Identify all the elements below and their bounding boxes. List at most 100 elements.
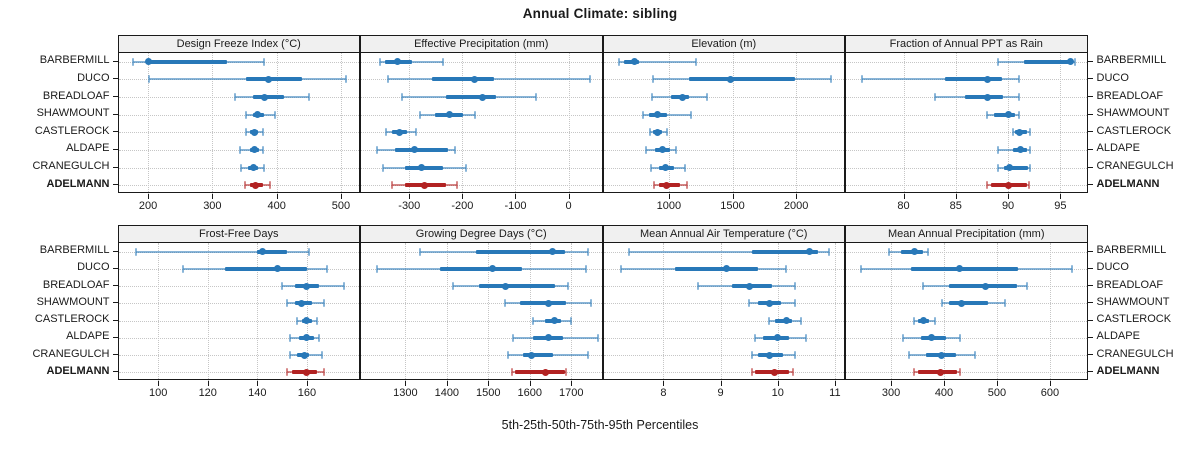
median-dot (911, 248, 919, 256)
x-axis-tick-label: 1500 (720, 200, 745, 212)
percentile-cap (959, 368, 962, 377)
percentile-cap (590, 299, 593, 308)
horizontal-gridline (118, 167, 359, 169)
site-axis-tick-left (112, 319, 118, 321)
percentile-cap (147, 75, 150, 84)
x-axis-tick (955, 194, 957, 199)
horizontal-gridline (603, 167, 844, 169)
site-axis-tick-right (1087, 113, 1093, 115)
vertical-gridline (903, 53, 905, 194)
percentile-box-25-75 (440, 266, 523, 271)
site-axis-tick-right (1087, 60, 1093, 62)
x-axis-tick-label: 85 (949, 200, 962, 212)
x-axis-tick-label: 1700 (558, 387, 584, 399)
percentile-cap (653, 181, 656, 190)
site-label-left: CASTLEROCK (34, 313, 110, 326)
site-label-right: BARBERMILL (1096, 244, 1167, 257)
median-dot (956, 265, 964, 273)
percentile-cap (666, 128, 669, 137)
percentile-cap (296, 316, 298, 325)
percentile-box-25-75 (252, 95, 285, 100)
percentile-cap (442, 57, 445, 66)
percentile-cap (507, 351, 510, 360)
percentile-cap (1071, 264, 1074, 273)
median-dot (765, 351, 773, 359)
percentile-cap (690, 110, 693, 119)
percentile-cap (134, 247, 137, 256)
percentile-cap (996, 57, 999, 66)
x-axis-tick-label: 95 (1054, 200, 1067, 212)
site-label-left: DUCO (77, 71, 110, 84)
percentile-cap (503, 299, 506, 308)
site-label-right: BREADLOAF (1096, 89, 1164, 102)
x-axis-tick-label: 140 (248, 387, 267, 399)
median-dot (983, 75, 991, 83)
horizontal-gridline (361, 320, 602, 322)
vertical-gridline (409, 53, 411, 194)
horizontal-gridline (361, 372, 602, 374)
percentile-cap (262, 57, 265, 66)
percentile-cap (376, 264, 379, 273)
percentile-cap (261, 145, 264, 154)
percentile-cap (400, 93, 403, 102)
panel-header: Growing Degree Days (°C) (361, 226, 602, 243)
median-dot (653, 111, 661, 119)
site-axis-tick-left (112, 78, 118, 80)
percentile-cap (586, 247, 589, 256)
vertical-gridline (955, 53, 957, 194)
median-dot (446, 111, 454, 119)
median-dot (303, 282, 311, 290)
site-axis-tick-right (1087, 285, 1093, 287)
x-axis-tick (668, 194, 670, 199)
percentile-cap (1029, 163, 1032, 172)
percentile-cap (793, 351, 796, 360)
median-dot (1005, 164, 1013, 172)
horizontal-gridline (603, 337, 844, 339)
percentile-cap (262, 163, 265, 172)
vertical-gridline (158, 243, 160, 381)
median-dot (726, 75, 734, 83)
panel-header: Effective Precipitation (mm) (361, 36, 602, 53)
percentile-cap (860, 75, 863, 84)
percentile-box-25-75 (225, 266, 307, 271)
x-axis-tick-label: 0 (565, 200, 572, 212)
median-dot (300, 351, 308, 359)
median-dot (488, 265, 496, 273)
x-axis-tick-label: 1300 (393, 387, 418, 399)
percentile-cap (244, 110, 247, 119)
site-label-right: CRANEGULCH (1096, 160, 1174, 173)
horizontal-gridline (361, 303, 602, 305)
percentile-box-25-75 (523, 353, 553, 358)
x-axis-tick (834, 381, 836, 386)
site-label-left: ADELMANN (46, 177, 110, 190)
horizontal-gridline (603, 149, 844, 151)
vertical-gridline (306, 243, 308, 381)
x-axis-tick (568, 194, 570, 199)
percentile-box-25-75 (1003, 165, 1028, 170)
median-dot (544, 334, 552, 342)
percentile-cap (379, 57, 382, 66)
percentile-cap (453, 145, 456, 154)
median-dot (471, 75, 479, 83)
site-axis-tick-right (1087, 78, 1093, 80)
percentile-cap (1027, 181, 1030, 190)
x-axis-tick (944, 381, 945, 386)
site-axis-tick-right (1087, 184, 1093, 186)
site-label-right: DUCO (1096, 261, 1129, 274)
x-axis-tick (306, 381, 308, 386)
percentile-cap (465, 163, 468, 172)
panel-mean-annual-air-temperature-c-: Mean Annual Air Temperature (°C) (602, 225, 845, 381)
percentile-cap (933, 316, 936, 325)
percentile-box-25-75 (446, 95, 496, 100)
horizontal-gridline (846, 61, 1087, 63)
percentile-cap (586, 351, 589, 360)
site-label-right: DUCO (1096, 71, 1129, 84)
percentile-cap (390, 181, 393, 190)
percentile-cap (684, 163, 687, 172)
median-dot (549, 248, 557, 256)
median-dot (258, 248, 266, 256)
percentile-cap (619, 264, 622, 273)
x-axis-tick (462, 194, 464, 199)
percentile-cap (320, 351, 323, 360)
percentile-box-25-75 (431, 77, 495, 82)
